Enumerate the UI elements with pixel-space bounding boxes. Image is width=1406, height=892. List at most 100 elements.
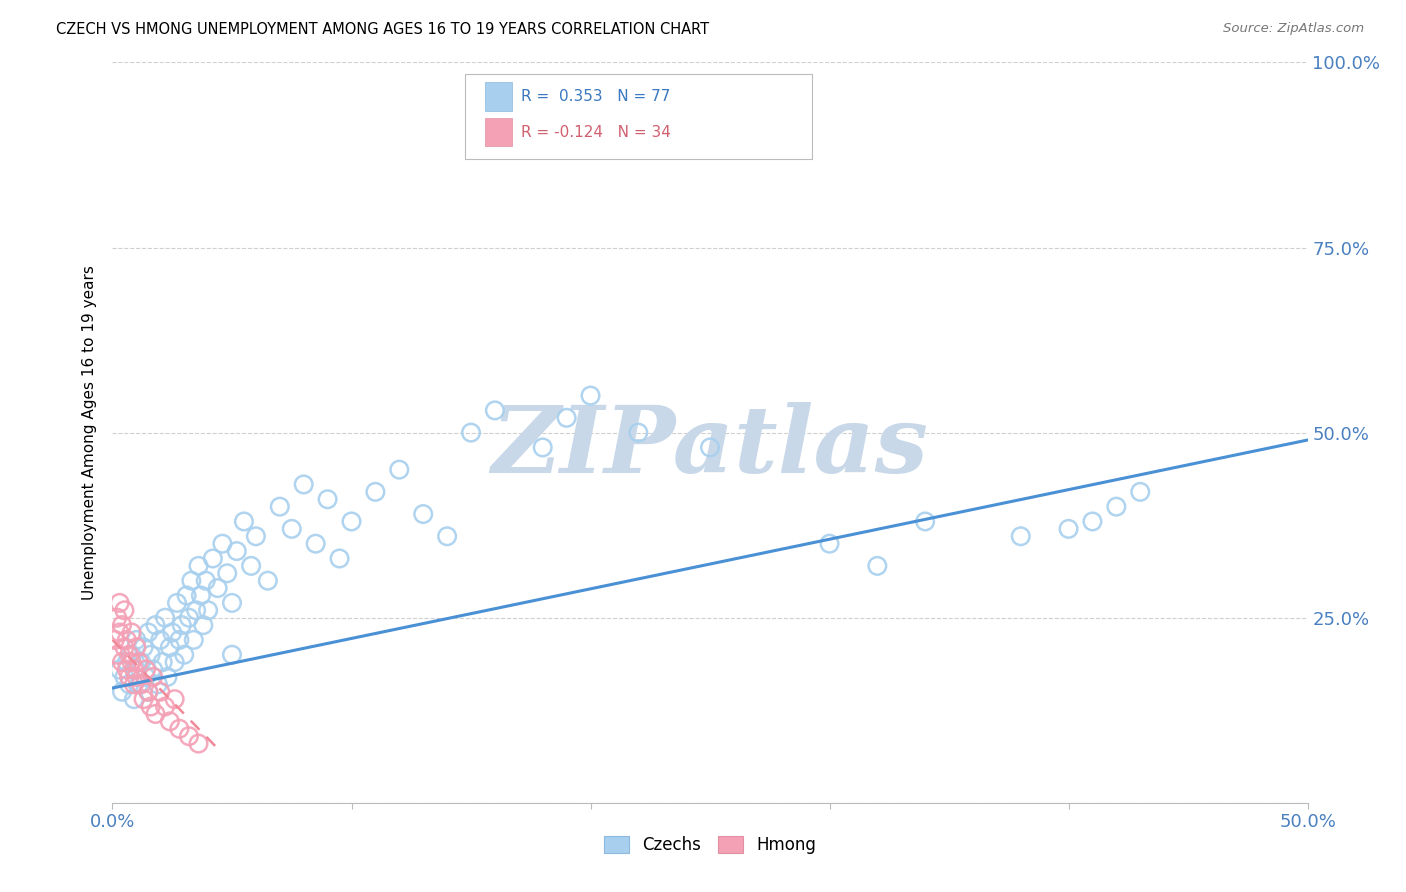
Point — [579, 388, 602, 402]
Point — [105, 610, 128, 624]
Point — [555, 410, 578, 425]
Point — [169, 632, 191, 647]
Point — [180, 574, 202, 588]
Point — [257, 574, 280, 588]
Point — [187, 558, 209, 573]
Point — [1105, 500, 1128, 514]
Point — [1129, 484, 1152, 499]
Point — [128, 655, 150, 669]
Point — [153, 610, 176, 624]
Point — [153, 699, 176, 714]
Point — [121, 648, 143, 662]
Point — [269, 500, 291, 514]
Text: R =  0.353   N = 77: R = 0.353 N = 77 — [522, 89, 671, 104]
Point — [866, 558, 889, 573]
Point — [125, 640, 148, 655]
Point — [436, 529, 458, 543]
Point — [104, 632, 127, 647]
Point — [233, 515, 256, 529]
Point — [135, 663, 157, 677]
Point — [207, 581, 229, 595]
Point — [340, 515, 363, 529]
Point — [240, 558, 263, 573]
Point — [211, 536, 233, 550]
Point — [115, 663, 138, 677]
Text: R = -0.124   N = 34: R = -0.124 N = 34 — [522, 125, 671, 139]
Point — [163, 692, 186, 706]
Point — [460, 425, 482, 440]
Point — [129, 677, 152, 691]
Point — [187, 737, 209, 751]
Point — [114, 640, 135, 655]
Point — [114, 603, 135, 617]
Point — [156, 670, 179, 684]
Point — [281, 522, 304, 536]
Point — [139, 699, 162, 714]
Point — [128, 677, 150, 691]
Point — [118, 677, 141, 691]
Point — [121, 655, 143, 669]
Point — [122, 663, 145, 677]
Point — [108, 625, 131, 640]
Point — [627, 425, 650, 440]
Y-axis label: Unemployment Among Ages 16 to 19 years: Unemployment Among Ages 16 to 19 years — [82, 265, 97, 600]
Point — [818, 536, 841, 550]
Point — [166, 596, 188, 610]
Point — [245, 529, 267, 543]
Point — [484, 403, 506, 417]
Point — [111, 685, 134, 699]
Point — [1081, 515, 1104, 529]
Point — [105, 648, 128, 662]
Point — [221, 596, 243, 610]
Point — [149, 685, 172, 699]
Point — [111, 655, 134, 669]
Point — [132, 692, 155, 706]
Point — [152, 655, 174, 669]
Point — [145, 706, 167, 721]
Point — [142, 663, 165, 677]
Point — [531, 441, 554, 455]
Point — [197, 603, 219, 617]
Point — [1010, 529, 1032, 543]
Point — [388, 462, 411, 476]
Point — [159, 640, 181, 655]
Point — [121, 625, 143, 640]
Point — [170, 618, 193, 632]
Point — [177, 729, 200, 743]
Point — [201, 551, 224, 566]
Point — [118, 670, 141, 684]
Point — [125, 663, 148, 677]
Point — [138, 685, 160, 699]
Point — [305, 536, 328, 550]
Point — [125, 670, 148, 684]
Point — [914, 515, 936, 529]
Point — [186, 603, 208, 617]
Point — [118, 648, 141, 662]
Text: ZIPatlas: ZIPatlas — [492, 402, 928, 492]
Point — [190, 589, 212, 603]
Point — [364, 484, 387, 499]
Point — [115, 632, 138, 647]
Text: CZECH VS HMONG UNEMPLOYMENT AMONG AGES 16 TO 19 YEARS CORRELATION CHART: CZECH VS HMONG UNEMPLOYMENT AMONG AGES 1… — [56, 22, 710, 37]
Point — [194, 574, 217, 588]
Point — [221, 648, 243, 662]
Point — [316, 492, 339, 507]
Point — [329, 551, 352, 566]
Bar — [485, 82, 512, 111]
Point — [412, 507, 434, 521]
Point — [217, 566, 239, 581]
Point — [135, 670, 157, 684]
Point — [169, 722, 191, 736]
Point — [177, 610, 200, 624]
Point — [108, 596, 131, 610]
Legend: Czechs, Hmong: Czechs, Hmong — [598, 830, 823, 861]
Point — [292, 477, 315, 491]
Point — [1057, 522, 1080, 536]
Point — [173, 648, 195, 662]
Bar — [485, 118, 512, 146]
Point — [129, 655, 152, 669]
Point — [125, 632, 148, 647]
Point — [142, 670, 165, 684]
Point — [159, 714, 181, 729]
Point — [146, 677, 169, 691]
